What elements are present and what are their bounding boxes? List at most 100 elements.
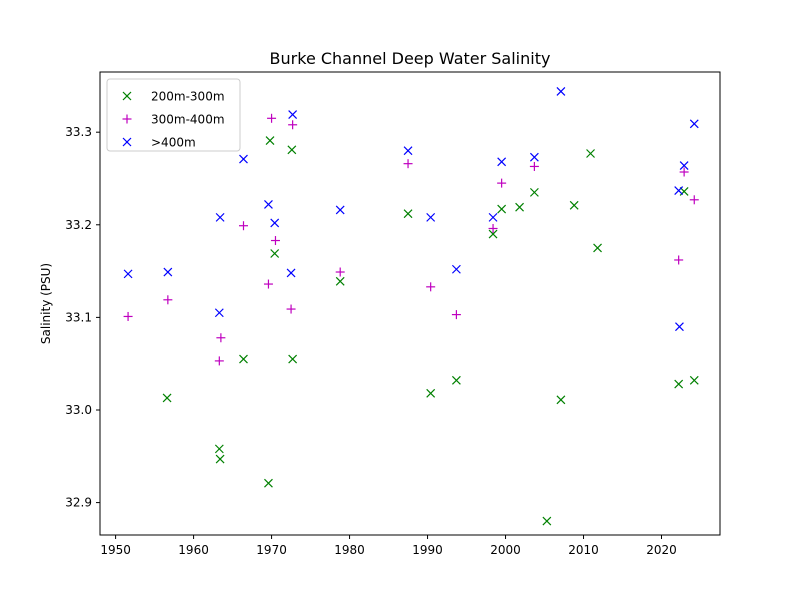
x-tick-label: 1950 [100,543,131,557]
data-point [569,200,579,210]
data-point [426,282,436,292]
data-point [675,322,684,332]
x-tick-label: 2020 [646,543,677,557]
data-point [123,269,133,279]
data-point [556,87,566,96]
legend-marker [122,91,132,101]
data-point [215,212,225,222]
legend-frame [106,78,241,152]
data-point [288,120,298,130]
data-point [529,187,539,197]
data-point [403,159,413,169]
legend-marker [122,137,132,147]
data-point [556,395,566,405]
x-tick-label: 2010 [568,543,599,557]
data-point [586,149,595,158]
y-tick-label: 33.0 [65,403,92,417]
data-point [488,229,498,239]
legend-item: 300m-400m [122,113,225,127]
data-point [214,356,224,366]
x-tick-label: 1970 [256,543,287,557]
y-axis-label: Salinity (PSU) [39,263,53,344]
data-point [451,310,461,320]
data-point [674,186,684,195]
data-point [163,267,173,277]
data-point [267,113,277,123]
y-tick-label: 32.9 [65,496,92,510]
chart-title: Burke Channel Deep Water Salinity [270,49,551,68]
data-point [593,243,602,253]
data-point [426,388,436,398]
legend-marker [122,114,132,124]
data-point [163,295,173,305]
data-point [214,444,224,454]
data-point [287,145,297,155]
data-point [286,268,296,278]
x-tick-label: 1980 [334,543,365,557]
series-3 [123,87,699,332]
data-point [239,354,248,364]
series-1 [162,136,699,526]
y-tick-label: 33.3 [65,125,92,139]
data-point [403,209,413,219]
data-point [674,379,684,389]
data-point [270,249,280,258]
data-point [263,279,273,289]
data-point [216,333,226,343]
plot-area [123,87,699,526]
legend: 200m-300m 300m-400m >400m [106,78,241,152]
data-point [270,236,280,246]
data-point [239,154,248,164]
data-point [497,204,507,214]
data-point [426,212,436,222]
data-point [264,199,273,209]
data-point [123,311,133,321]
x-tick-label: 1990 [412,543,443,557]
data-point [488,223,498,233]
axes-frame [99,71,721,536]
data-point [335,276,345,286]
data-point [335,267,345,277]
series-2 [123,113,699,366]
data-point [403,146,413,156]
data-point [288,110,298,120]
data-point [497,157,507,167]
legend-label: >400m [151,136,196,150]
y-tick-label: 33.2 [65,218,92,232]
x-tick-label: 2000 [490,543,521,557]
y-tick-label: 33.1 [65,310,92,324]
data-point [238,221,248,231]
data-point [679,167,689,177]
data-point [488,212,498,222]
data-point [215,454,225,464]
data-point [529,152,539,162]
data-point [497,178,507,188]
data-point [265,136,275,145]
data-point [264,478,273,488]
data-point [529,161,539,171]
data-point [162,393,172,403]
data-point [288,354,298,364]
data-point [674,255,684,265]
data-point [451,375,461,385]
legend-item: >400m [122,136,196,150]
data-point [689,195,699,205]
y-axis: 32.9 33.0 33.1 33.2 33.3 [65,125,100,510]
data-point [214,308,224,318]
data-point [689,119,699,129]
data-point [286,304,296,314]
data-point [270,218,280,228]
data-point [542,516,552,526]
data-point [451,264,461,274]
x-tick-label: 1960 [178,543,209,557]
data-point [689,375,699,385]
data-point [679,161,689,170]
legend-item: 200m-300m [122,90,225,104]
legend-label: 200m-300m [151,90,225,104]
data-point [335,205,345,215]
data-point [515,202,524,212]
legend-label: 300m-400m [151,113,225,127]
x-axis: 1950 1960 1970 1980 1990 2000 2010 2020 [100,535,677,557]
